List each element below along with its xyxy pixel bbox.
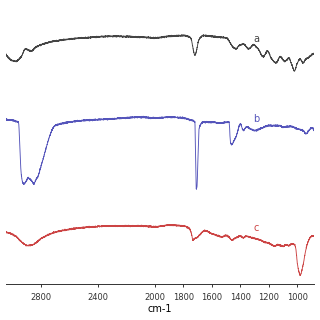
Text: c: c: [253, 223, 259, 233]
Text: b: b: [253, 114, 260, 124]
X-axis label: cm-1: cm-1: [148, 304, 172, 315]
Text: a: a: [253, 34, 259, 44]
